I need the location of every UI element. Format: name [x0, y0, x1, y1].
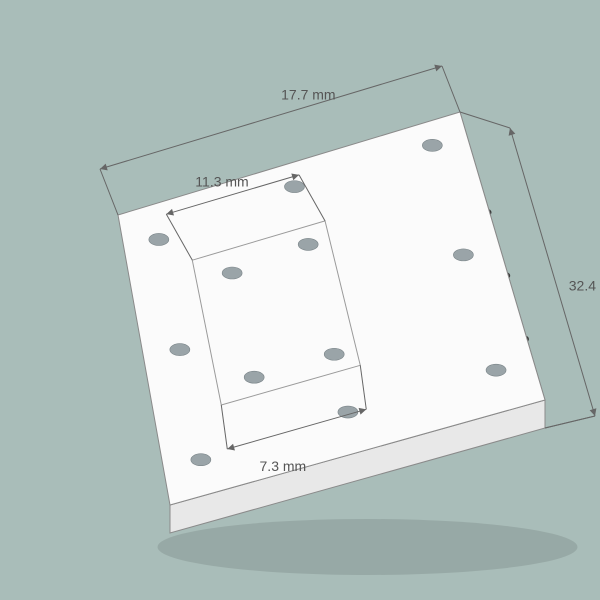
top-hole-9: [191, 454, 211, 466]
diagram-stage: 17.7 mm 32.4 mm 11.3 mm 7.3 mm: [0, 0, 600, 600]
shadow: [158, 519, 578, 575]
top-hole-3: [222, 267, 242, 279]
top-hole-1: [284, 181, 304, 193]
top-hole-11: [486, 364, 506, 376]
top-hole-4: [298, 238, 318, 250]
extension-line: [100, 169, 118, 215]
top-hole-8: [324, 348, 344, 360]
top-hole-6: [453, 249, 473, 261]
top-hole-2: [422, 139, 442, 151]
extension-line: [545, 416, 595, 428]
top-hole-7: [244, 371, 264, 383]
plate-drawing: 17.7 mm 32.4 mm 11.3 mm 7.3 mm: [0, 0, 600, 600]
extension-line: [460, 112, 510, 128]
dim-width-top-label: 17.7 mm: [281, 86, 335, 102]
top-hole-0: [149, 233, 169, 245]
dim-inner-length-label: 7.3 mm: [260, 458, 307, 474]
top-hole-5: [170, 344, 190, 356]
dim-inner-width-label: 11.3 mm: [195, 173, 248, 189]
dim-length-right-label: 32.4 mm: [569, 277, 600, 293]
extension-line: [442, 66, 460, 112]
